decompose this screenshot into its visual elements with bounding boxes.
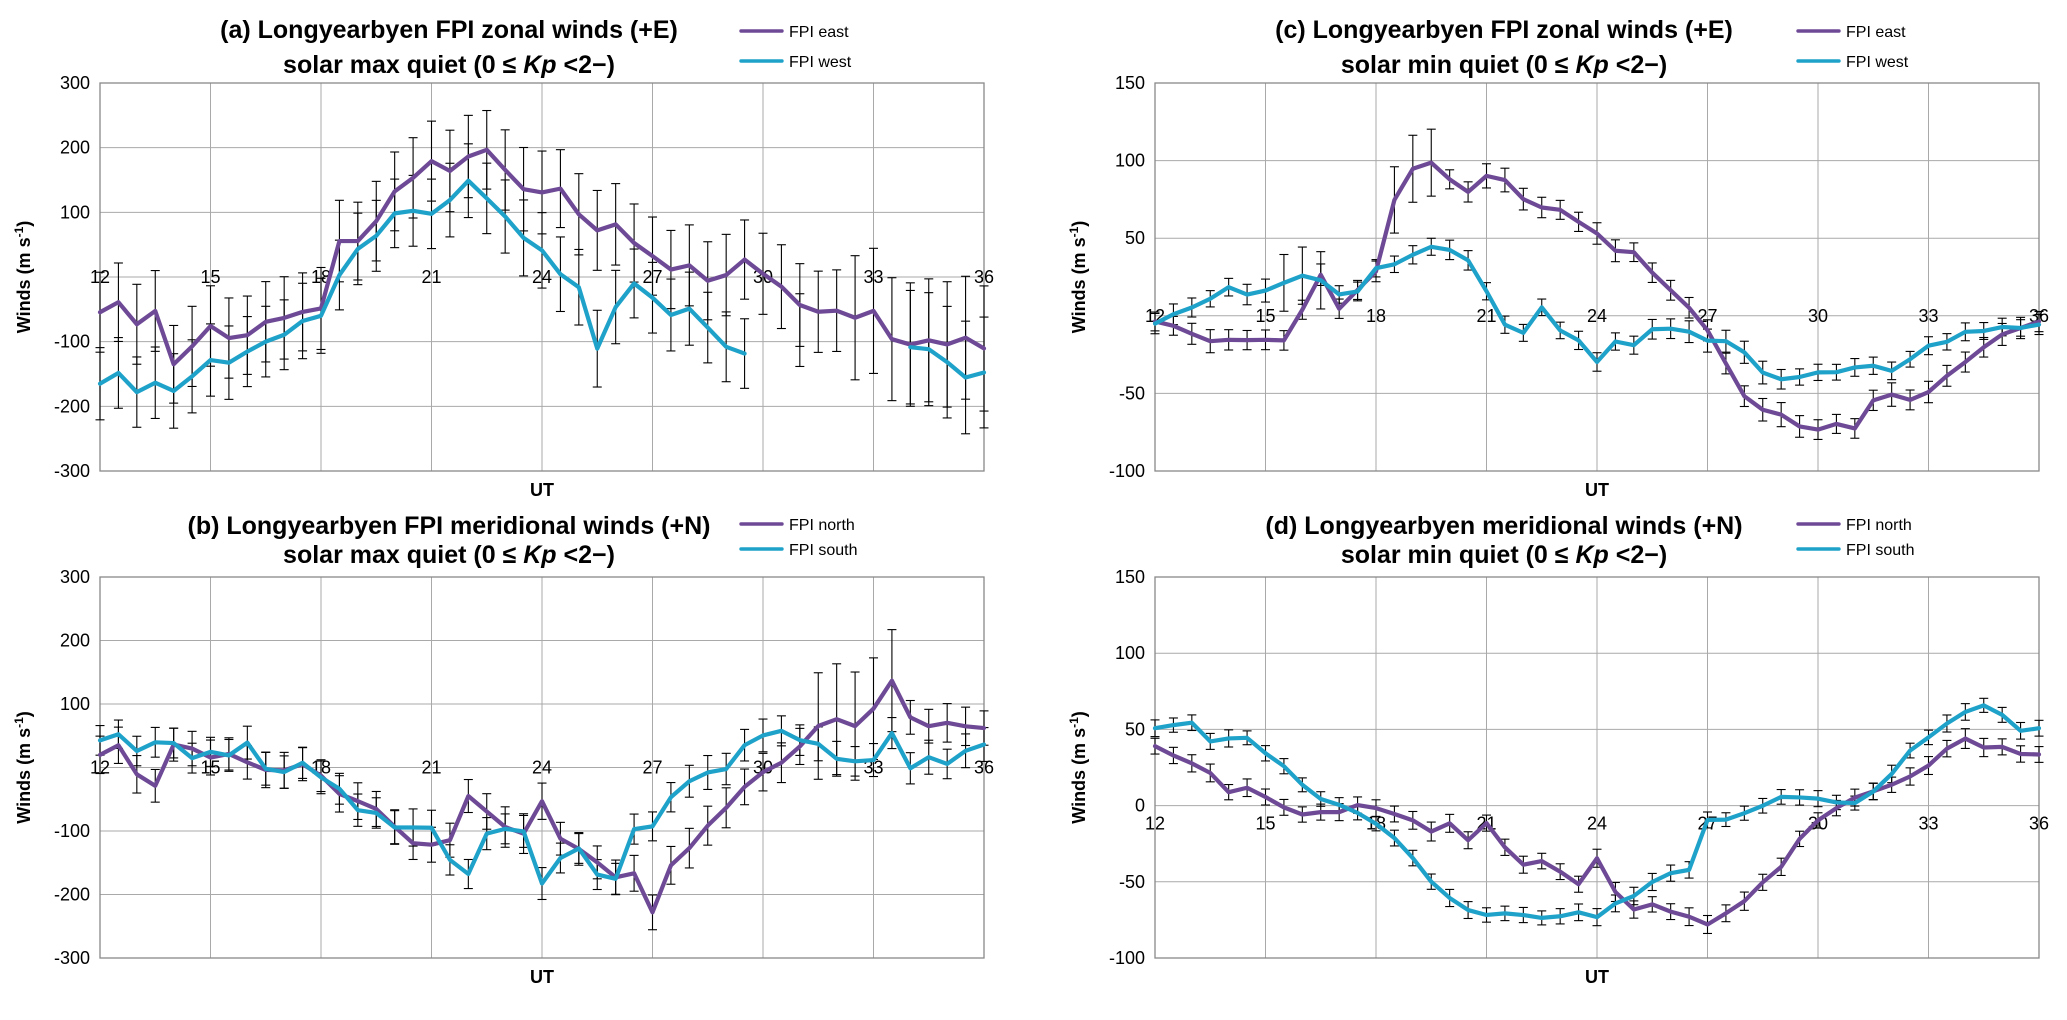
svg-text:UT: UT: [1585, 967, 1609, 987]
svg-text:Winds (m s-1): Winds (m s-1): [1067, 711, 1089, 824]
svg-text:Winds (m s-1): Winds (m s-1): [1067, 221, 1089, 334]
svg-text:27: 27: [642, 758, 662, 778]
svg-text:150: 150: [1115, 567, 1145, 587]
svg-text:300: 300: [60, 73, 90, 93]
svg-text:33: 33: [1918, 814, 1938, 834]
svg-text:0: 0: [1135, 796, 1145, 816]
svg-text:(b) Longyearbyen FPI meridiona: (b) Longyearbyen FPI meridional winds (+…: [188, 512, 711, 540]
svg-text:-100: -100: [1109, 948, 1145, 968]
svg-text:solar min quiet (0 ≤ Kp <2−): solar min quiet (0 ≤ Kp <2−): [1341, 541, 1667, 569]
svg-text:(c) Longyearbyen FPI zonal win: (c) Longyearbyen FPI zonal winds (+E): [1275, 16, 1733, 44]
svg-text:100: 100: [1115, 151, 1145, 171]
svg-text:50: 50: [1125, 719, 1145, 739]
svg-text:-200: -200: [54, 396, 90, 416]
svg-text:200: 200: [60, 631, 90, 651]
svg-text:30: 30: [1808, 306, 1828, 326]
svg-text:-50: -50: [1119, 872, 1145, 892]
svg-text:-100: -100: [54, 332, 90, 352]
svg-text:-100: -100: [54, 821, 90, 841]
svg-text:-100: -100: [1109, 461, 1145, 481]
svg-text:FPI west: FPI west: [789, 54, 852, 71]
svg-text:FPI west: FPI west: [1846, 54, 1909, 71]
svg-text:21: 21: [421, 267, 441, 287]
svg-text:solar max quiet (0 ≤ Kp <2−): solar max quiet (0 ≤ Kp <2−): [283, 541, 615, 569]
svg-text:100: 100: [1115, 643, 1145, 663]
svg-text:24: 24: [532, 758, 552, 778]
svg-text:FPI south: FPI south: [1846, 542, 1914, 559]
svg-text:FPI north: FPI north: [789, 517, 855, 534]
svg-text:21: 21: [421, 758, 441, 778]
svg-text:UT: UT: [1585, 480, 1609, 500]
svg-text:-300: -300: [54, 461, 90, 481]
svg-text:solar max quiet (0 ≤ Kp <2−): solar max quiet (0 ≤ Kp <2−): [283, 51, 615, 79]
svg-text:200: 200: [60, 138, 90, 158]
svg-text:15: 15: [1255, 306, 1275, 326]
svg-text:-50: -50: [1119, 383, 1145, 403]
svg-text:15: 15: [200, 267, 220, 287]
svg-text:-300: -300: [54, 948, 90, 968]
svg-text:solar min quiet (0 ≤ Kp <2−): solar min quiet (0 ≤ Kp <2−): [1341, 51, 1667, 79]
svg-text:50: 50: [1125, 228, 1145, 248]
svg-text:Winds (m s-1): Winds (m s-1): [12, 711, 34, 824]
svg-text:100: 100: [60, 202, 90, 222]
svg-text:FPI east: FPI east: [1846, 24, 1906, 41]
svg-text:100: 100: [60, 694, 90, 714]
svg-text:24: 24: [1587, 814, 1607, 834]
svg-text:24: 24: [1587, 306, 1607, 326]
svg-text:UT: UT: [530, 967, 554, 987]
svg-text:-200: -200: [54, 885, 90, 905]
svg-text:300: 300: [60, 567, 90, 587]
svg-text:21: 21: [1476, 306, 1496, 326]
svg-text:150: 150: [1115, 73, 1145, 93]
svg-text:UT: UT: [530, 480, 554, 500]
svg-text:(a) Longyearbyen FPI zonal win: (a) Longyearbyen FPI zonal winds (+E): [220, 16, 678, 44]
svg-text:(d) Longyearbyen meridional wi: (d) Longyearbyen meridional winds (+N): [1265, 512, 1742, 540]
svg-text:FPI south: FPI south: [789, 542, 857, 559]
svg-text:Winds (m s-1): Winds (m s-1): [12, 221, 34, 334]
svg-text:18: 18: [1366, 306, 1386, 326]
svg-text:15: 15: [1255, 814, 1275, 834]
svg-text:33: 33: [1918, 306, 1938, 326]
svg-text:FPI east: FPI east: [789, 24, 849, 41]
svg-text:FPI north: FPI north: [1846, 517, 1912, 534]
